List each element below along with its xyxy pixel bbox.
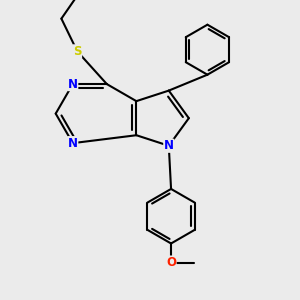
- Text: N: N: [164, 139, 174, 152]
- Text: O: O: [166, 256, 176, 269]
- Text: N: N: [68, 136, 78, 150]
- Text: S: S: [73, 45, 82, 58]
- Text: N: N: [68, 78, 78, 91]
